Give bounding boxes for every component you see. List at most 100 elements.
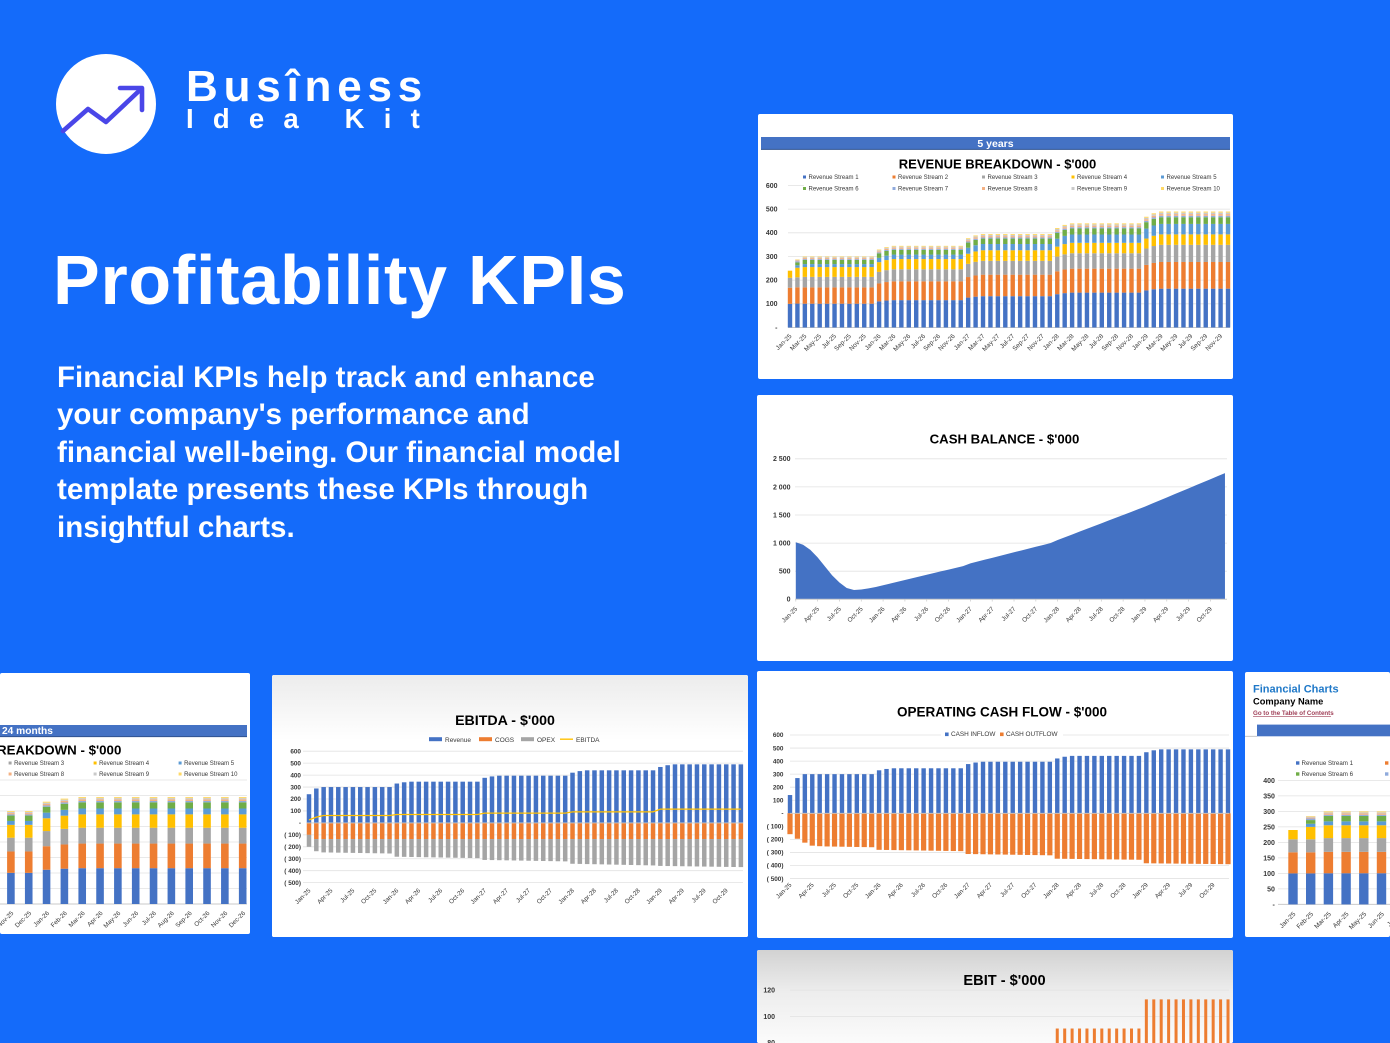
- svg-text:Jan-26: Jan-26: [864, 881, 883, 900]
- svg-text:Revenue Stream 1: Revenue Stream 1: [1302, 760, 1354, 767]
- svg-text:Oct-25: Oct-25: [846, 605, 865, 624]
- svg-text:Apr-27: Apr-27: [977, 605, 996, 624]
- svg-text:( 500): ( 500): [767, 876, 784, 883]
- svg-text:Jan-25: Jan-25: [1278, 911, 1297, 930]
- svg-text:OPEX: OPEX: [537, 737, 556, 744]
- svg-text:2 500: 2 500: [773, 456, 791, 463]
- svg-text:50: 50: [1267, 886, 1275, 893]
- svg-text:-: -: [781, 811, 783, 818]
- svg-text:100: 100: [1263, 871, 1275, 878]
- svg-text:CASH BALANCE - $'000: CASH BALANCE - $'000: [930, 432, 1080, 447]
- svg-text:( 100): ( 100): [284, 832, 301, 839]
- svg-text:400: 400: [290, 772, 301, 779]
- svg-text:Revenue Stream 2: Revenue Stream 2: [898, 175, 949, 181]
- svg-text:Jan-28: Jan-28: [1043, 605, 1062, 624]
- svg-text:100: 100: [290, 808, 301, 815]
- svg-text:Jul-25: Jul-25: [1386, 911, 1390, 929]
- svg-text:REAKDOWN - $'000: REAKDOWN - $'000: [0, 743, 121, 758]
- svg-text:( 400): ( 400): [284, 868, 301, 875]
- svg-text:OPERATING CASH FLOW - $'000: OPERATING CASH FLOW - $'000: [897, 705, 1107, 720]
- svg-text:Mar-26: Mar-26: [68, 910, 87, 929]
- svg-text:1 500: 1 500: [773, 512, 791, 519]
- svg-text:200: 200: [766, 278, 778, 285]
- svg-text:COGS: COGS: [495, 737, 515, 744]
- svg-text:Jun-25: Jun-25: [1367, 911, 1386, 930]
- svg-text:500: 500: [779, 569, 791, 576]
- svg-text:Jul-28: Jul-28: [1088, 605, 1105, 622]
- svg-text:( 100): ( 100): [767, 824, 784, 831]
- svg-text:Dec-25: Dec-25: [14, 910, 34, 930]
- svg-text:Feb-26: Feb-26: [50, 910, 69, 929]
- svg-text:May-25: May-25: [1348, 911, 1369, 932]
- svg-text:250: 250: [1263, 824, 1275, 831]
- svg-text:Oct-28: Oct-28: [1109, 881, 1128, 900]
- svg-text:350: 350: [1263, 793, 1275, 800]
- svg-text:Nov-25: Nov-25: [848, 333, 868, 353]
- svg-text:Revenue Stream 6: Revenue Stream 6: [809, 187, 860, 193]
- svg-text:400: 400: [1263, 778, 1275, 785]
- svg-text:Jan-28: Jan-28: [1042, 881, 1061, 900]
- svg-text:Apr-29: Apr-29: [1152, 605, 1171, 624]
- svg-text:24 months: 24 months: [2, 726, 53, 737]
- svg-text:Dec-26: Dec-26: [228, 910, 248, 930]
- svg-text:Nov-25: Nov-25: [0, 910, 16, 930]
- svg-text:Financial Charts: Financial Charts: [1253, 684, 1339, 696]
- svg-text:EBITDA: EBITDA: [576, 737, 600, 744]
- svg-text:Oct-29: Oct-29: [1196, 605, 1215, 624]
- svg-text:500: 500: [773, 745, 784, 752]
- svg-text:May-28: May-28: [1070, 333, 1090, 353]
- svg-text:( 400): ( 400): [767, 863, 784, 870]
- svg-text:Apr-28: Apr-28: [1065, 881, 1084, 900]
- svg-text:( 300): ( 300): [284, 856, 301, 863]
- svg-text:Apr-29: Apr-29: [1154, 881, 1173, 900]
- svg-text:-: -: [775, 325, 778, 332]
- svg-text:300: 300: [773, 771, 784, 778]
- svg-text:Jul-29: Jul-29: [1175, 605, 1192, 622]
- svg-text:( 200): ( 200): [767, 837, 784, 844]
- svg-text:Revenue Stream 10: Revenue Stream 10: [184, 772, 238, 778]
- svg-text:Jul-27: Jul-27: [999, 881, 1016, 898]
- svg-text:1 000: 1 000: [773, 541, 791, 548]
- svg-text:200: 200: [773, 784, 784, 791]
- svg-text:Revenue Stream 9: Revenue Stream 9: [99, 772, 150, 778]
- svg-text:May-27: May-27: [981, 333, 1001, 353]
- svg-text:CASH INFLOW: CASH INFLOW: [951, 731, 996, 738]
- svg-text:Oct-26: Oct-26: [193, 910, 212, 929]
- svg-text:200: 200: [290, 796, 301, 803]
- svg-text:Oct-29: Oct-29: [1198, 881, 1217, 900]
- svg-text:Revenue Stream 10: Revenue Stream 10: [1167, 187, 1221, 193]
- svg-text:Revenue Stream 6: Revenue Stream 6: [1302, 771, 1354, 778]
- svg-text:500: 500: [290, 760, 301, 767]
- svg-text:Mar-25: Mar-25: [1313, 911, 1333, 931]
- svg-text:Go to the Table of Contents: Go to the Table of Contents: [1253, 710, 1334, 717]
- svg-text:150: 150: [1263, 855, 1275, 862]
- svg-text:Oct-27: Oct-27: [1021, 605, 1040, 624]
- svg-text:Jan-25: Jan-25: [775, 881, 794, 900]
- svg-text:( 500): ( 500): [284, 880, 301, 887]
- svg-text:May-25: May-25: [803, 333, 823, 353]
- svg-text:Jul-25: Jul-25: [821, 881, 838, 898]
- svg-text:Revenue Stream 5: Revenue Stream 5: [184, 761, 235, 767]
- svg-text:Jan-27: Jan-27: [953, 881, 972, 900]
- svg-text:Aug-26: Aug-26: [156, 910, 176, 930]
- svg-text:Oct-27: Oct-27: [1020, 881, 1039, 900]
- svg-text:Apr-25: Apr-25: [803, 605, 822, 624]
- svg-text:Jun-26: Jun-26: [122, 910, 141, 929]
- svg-text:REVENUE BREAKDOWN - $'000: REVENUE BREAKDOWN - $'000: [899, 157, 1096, 172]
- svg-text:200: 200: [1263, 840, 1275, 847]
- svg-text:Jul-29: Jul-29: [1177, 881, 1194, 898]
- svg-text:( 200): ( 200): [284, 844, 301, 851]
- svg-text:Jan-26: Jan-26: [32, 910, 51, 929]
- svg-text:Revenue Stream 3: Revenue Stream 3: [988, 175, 1039, 181]
- svg-text:100: 100: [766, 301, 778, 308]
- svg-text:Revenue Stream 4: Revenue Stream 4: [99, 761, 150, 767]
- svg-text:Oct-28: Oct-28: [1108, 605, 1127, 624]
- svg-text:Company Name: Company Name: [1253, 697, 1323, 707]
- svg-text:Apr-27: Apr-27: [976, 881, 995, 900]
- svg-text:CASH OUTFLOW: CASH OUTFLOW: [1006, 731, 1058, 738]
- svg-text:Revenue Stream 4: Revenue Stream 4: [1077, 175, 1128, 181]
- svg-text:May-26: May-26: [102, 910, 122, 930]
- svg-text:EBITDA - $'000: EBITDA - $'000: [455, 713, 555, 729]
- svg-text:May-29: May-29: [1159, 333, 1179, 353]
- svg-text:600: 600: [773, 732, 784, 739]
